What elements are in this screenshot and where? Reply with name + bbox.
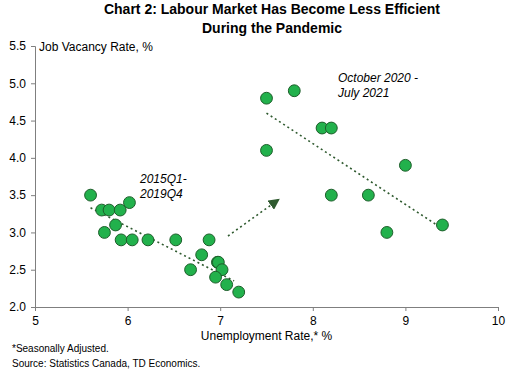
y-tick-mark <box>31 46 35 47</box>
y-tick-mark <box>31 158 35 159</box>
x-tick-mark <box>498 307 499 311</box>
point <box>261 92 273 104</box>
point <box>126 234 138 246</box>
annotation: October 2020 -July 2021 <box>337 71 418 100</box>
point <box>210 271 222 283</box>
x-tick-label: 5 <box>32 314 39 328</box>
x-tick: 8 <box>310 307 317 328</box>
y-tick-mark <box>31 83 35 84</box>
point <box>325 189 337 201</box>
y-tick: 3.0 <box>9 226 35 240</box>
note: Source: Statistics Canada, TD Economics. <box>12 358 200 369</box>
y-tick-label: 3.0 <box>9 226 26 240</box>
point <box>203 234 215 246</box>
point <box>261 144 273 156</box>
y-tick: 2.5 <box>9 263 35 277</box>
y-tick-label: 4.0 <box>9 151 26 165</box>
annotation-line: 2019Q4 <box>139 187 183 201</box>
x-tick-label: 7 <box>217 314 224 328</box>
x-tick-mark <box>128 307 129 311</box>
x-axis-title: Unemployment Rate,* % <box>201 329 333 343</box>
point <box>142 234 154 246</box>
x-tick-mark <box>220 307 221 311</box>
y-tick: 3.5 <box>9 188 35 202</box>
title-line: Chart 2: Labour Market Has Become Less E… <box>104 1 440 17</box>
y-tick: 4.0 <box>9 151 35 165</box>
point <box>221 279 233 291</box>
x-tick-label: 10 <box>492 314 506 328</box>
arrow <box>228 200 278 236</box>
note: *Seasonally Adjusted. <box>12 343 109 354</box>
x-tick-label: 8 <box>310 314 317 328</box>
x-tick: 10 <box>492 307 506 328</box>
title-line: During the Pandemic <box>202 20 342 36</box>
point <box>399 159 411 171</box>
y-tick: 4.5 <box>9 114 35 128</box>
point <box>233 286 245 298</box>
point <box>437 219 449 231</box>
y-tick-label: 5.5 <box>9 39 26 53</box>
point <box>325 122 337 134</box>
plot-area <box>85 85 449 298</box>
point <box>362 189 374 201</box>
annotation-line: October 2020 - <box>338 71 418 85</box>
point <box>124 197 136 209</box>
x-tick-mark <box>313 307 314 311</box>
annotation: 2015Q1-2019Q4 <box>139 172 187 201</box>
point <box>115 234 127 246</box>
y-tick: 5.5 <box>9 39 35 53</box>
y-tick-mark <box>31 195 35 196</box>
y-tick-label: 2.0 <box>9 300 26 314</box>
y-tick: 2.0 <box>9 300 35 314</box>
y-tick-mark <box>31 270 35 271</box>
x-tick: 6 <box>125 307 132 328</box>
y-tick-label: 4.5 <box>9 114 26 128</box>
trend-line <box>267 113 443 229</box>
point <box>288 85 300 97</box>
point <box>110 219 122 231</box>
x-axis-line <box>36 308 499 312</box>
y-tick: 5.0 <box>9 77 35 91</box>
point <box>170 234 182 246</box>
x-axis: 5 6 7 8 9 10 <box>32 307 505 328</box>
chart: Chart 2: Labour Market Has Become Less E… <box>0 0 518 386</box>
point <box>185 264 197 276</box>
trend-line <box>91 208 235 281</box>
point <box>103 204 115 216</box>
y-axis-title: Job Vacancy Rate, % <box>39 40 153 54</box>
y-tick-mark <box>31 232 35 233</box>
y-tick-label: 5.0 <box>9 77 26 91</box>
y-axis-line <box>31 47 36 308</box>
x-tick: 5 <box>32 307 39 328</box>
x-tick-label: 9 <box>403 314 410 328</box>
y-tick-mark <box>31 307 35 308</box>
point <box>196 249 208 261</box>
y-tick-mark <box>31 121 35 122</box>
x-tick: 7 <box>217 307 224 328</box>
y-axis: 2.0 2.5 3.0 3.5 4.0 4.5 5.0 5.5 <box>9 39 35 314</box>
x-tick-mark <box>405 307 406 311</box>
annotation-line: July 2021 <box>337 86 389 100</box>
title: Chart 2: Labour Market Has Become Less E… <box>104 1 440 36</box>
point <box>85 189 97 201</box>
annotation-line: 2015Q1- <box>139 172 187 186</box>
x-tick-label: 6 <box>125 314 132 328</box>
y-tick-label: 3.5 <box>9 188 26 202</box>
point <box>99 227 111 239</box>
y-tick-label: 2.5 <box>9 263 26 277</box>
point <box>381 227 393 239</box>
x-tick: 9 <box>403 307 410 328</box>
